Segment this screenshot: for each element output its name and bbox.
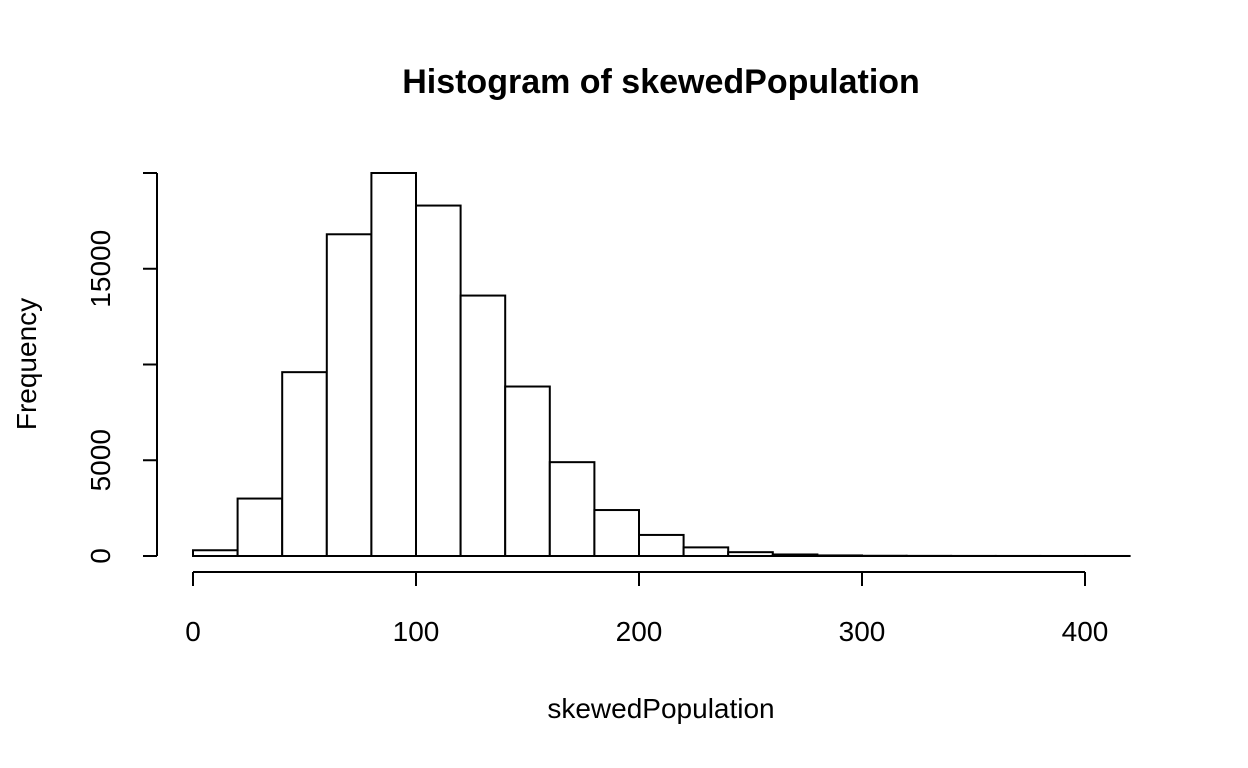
y-tick-label: 5000 [85,429,116,491]
x-tick-label: 300 [839,616,886,647]
y-axis-label: Frequency [11,298,42,430]
histogram-bar [370,172,417,557]
histogram-bar [325,233,373,557]
histogram-bar [816,554,864,557]
histogram-bar [459,294,507,557]
histogram-bar [192,549,239,558]
y-tick-label: 15000 [85,230,116,308]
x-tick-label: 200 [616,616,663,647]
histogram-bar [771,553,819,558]
histogram-bar [682,546,730,558]
bars-group [192,172,1131,558]
y-axis: 0 5000 15000 [85,172,158,564]
x-tick-label: 100 [393,616,440,647]
chart-title: Histogram of skewedPopulation [402,63,920,101]
histogram-bar [415,204,462,557]
x-axis: 0 100 200 300 400 [185,571,1109,647]
histogram-bar [593,509,641,558]
histogram-bar [281,371,328,557]
y-tick-label: 0 [85,548,116,564]
x-tick-label: 0 [185,616,201,647]
histogram-bar [504,385,551,557]
x-axis-label: skewedPopulation [547,693,774,724]
histogram-bar [236,497,284,557]
histogram-bar [727,551,774,557]
x-tick-label: 400 [1062,616,1109,647]
histogram-bar [548,461,596,558]
histogram-bar [638,533,685,557]
